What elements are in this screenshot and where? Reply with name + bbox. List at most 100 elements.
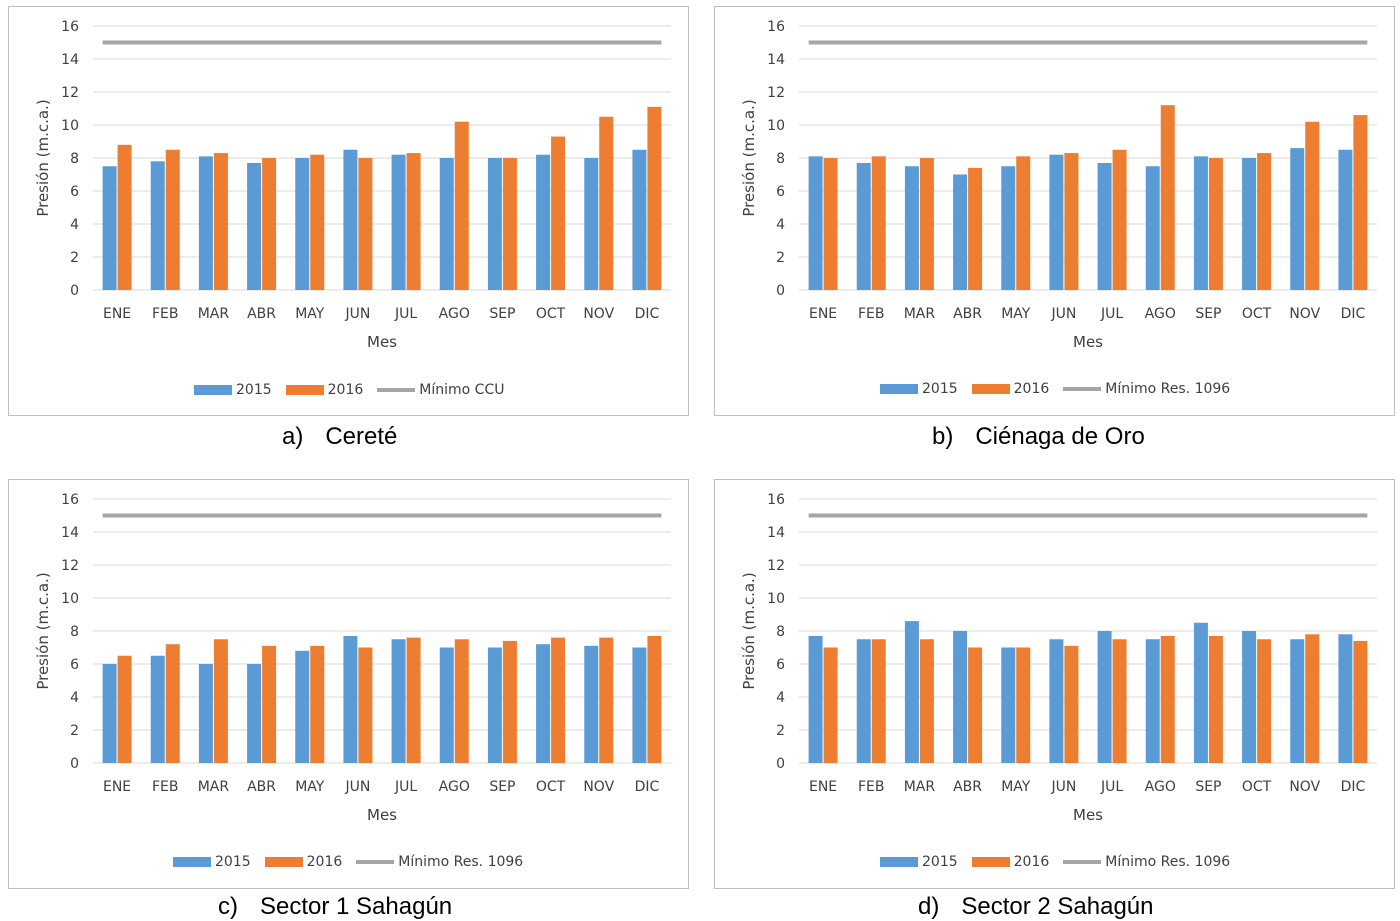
x-tick-label: ENE [103, 306, 131, 322]
bar-2015-nov [1290, 148, 1305, 290]
x-tick-label: ABR [953, 306, 982, 322]
bar-2015-feb [150, 655, 165, 763]
bar-2015-ago [1145, 639, 1160, 763]
bar-2015-oct [536, 644, 551, 763]
legend-item-reference: Mínimo Res. 1096 [356, 854, 523, 870]
bar-2015-may [295, 650, 310, 763]
bar-2015-jun [1049, 639, 1064, 763]
bar-2016-jul [406, 153, 421, 290]
bar-2016-nov [599, 116, 614, 290]
bar-2016-ago [454, 639, 469, 763]
bar-2015-sep [487, 647, 502, 763]
bar-2016-may [310, 645, 325, 763]
x-tick-label: DIC [635, 306, 660, 322]
y-tick-label: 4 [70, 217, 79, 233]
bar-2015-oct [1242, 158, 1257, 290]
legend-c: 2015 2016 Mínimo Res. 1096 [173, 854, 537, 870]
y-tick-label: 12 [61, 558, 79, 574]
caption-c: c) Sector 1 Sahagún [218, 893, 452, 921]
bar-2015-abr [953, 174, 968, 290]
y-tick-label: 12 [61, 85, 79, 101]
bar-2016-ene [823, 647, 838, 763]
bar-2016-oct [551, 637, 566, 763]
legend-item-reference: Mínimo Res. 1096 [1063, 854, 1230, 870]
legend-swatch-2015 [173, 857, 211, 867]
legend-label-reference: Mínimo CCU [419, 382, 505, 398]
bar-2016-jul [406, 637, 421, 763]
bar-2015-dic [1338, 634, 1353, 763]
y-tick-label: 10 [61, 591, 79, 607]
legend-label-2015: 2015 [236, 382, 272, 398]
caption-letter-b: b) [932, 423, 954, 450]
bar-2015-abr [247, 162, 262, 290]
x-tick-label: NOV [1289, 779, 1320, 795]
y-tick-label: 2 [776, 723, 785, 739]
bar-2016-jun [358, 158, 373, 290]
x-tick-label: SEP [489, 306, 515, 322]
y-tick-label: 16 [61, 492, 79, 508]
bar-2016-sep [502, 640, 517, 763]
x-tick-label: JUN [1050, 306, 1076, 322]
legend-swatch-2015 [194, 385, 232, 395]
legend-d: 2015 2016 Mínimo Res. 1096 [880, 854, 1244, 870]
bar-2016-nov [1305, 121, 1320, 290]
y-tick-label: 6 [776, 657, 785, 673]
x-tick-label: OCT [536, 306, 566, 322]
bar-2016-oct [1257, 153, 1272, 290]
bar-2016-abr [968, 647, 983, 763]
x-tick-label: DIC [1341, 306, 1366, 322]
bar-2015-dic [632, 647, 647, 763]
legend-item-reference: Mínimo CCU [377, 382, 504, 398]
y-tick-label: 0 [776, 756, 785, 772]
bar-2015-may [1001, 647, 1016, 763]
bar-2015-jul [391, 639, 406, 763]
legend-item-2015: 2015 [880, 381, 958, 397]
bar-2016-abr [968, 167, 983, 290]
legend-label-2016: 2016 [306, 854, 343, 870]
legend-item-2015: 2015 [194, 382, 272, 398]
x-tick-label: MAR [904, 779, 936, 795]
legend-a: 2015 2016 Mínimo CCU [194, 382, 518, 398]
y-axis-label: Presión (m.c.a.) [740, 99, 758, 216]
x-tick-label: ENE [809, 779, 837, 795]
legend-swatch-2015 [880, 384, 918, 394]
bar-2016-mar [919, 158, 934, 290]
y-tick-label: 2 [70, 250, 79, 266]
x-tick-label: JUL [394, 779, 417, 795]
chart-panel-b: 0 2 4 6 8 10 12 14 16 ENE FEB MAR ABR MAY JUN JUL AGO SEP… [714, 6, 1395, 416]
x-tick-label: JUN [1050, 779, 1076, 795]
x-tick-label: OCT [536, 779, 566, 795]
legend-swatch-reference [356, 860, 395, 864]
bar-2016-may [310, 154, 325, 290]
bar-2015-jul [391, 154, 406, 290]
x-tick-label: AGO [1145, 779, 1176, 795]
bar-2015-jun [343, 635, 358, 763]
bar-2015-sep [487, 158, 502, 290]
bar-2016-oct [551, 136, 566, 290]
y-tick-label: 8 [70, 624, 79, 640]
bar-2016-mar [213, 153, 228, 290]
bar-2016-sep [1208, 158, 1223, 290]
legend-swatch-2015 [880, 857, 918, 867]
x-tick-label: AGO [439, 779, 470, 795]
y-tick-label: 8 [70, 151, 79, 167]
legend-item-2016: 2016 [971, 381, 1049, 397]
x-tick-label: SEP [489, 779, 515, 795]
bar-2015-ago [1145, 166, 1160, 290]
x-tick-label: JUL [394, 306, 417, 322]
x-tick-label: MAY [295, 779, 325, 795]
x-tick-label: JUL [1100, 306, 1123, 322]
caption-text-c: Sector 1 Sahagún [260, 893, 453, 920]
y-tick-label: 10 [767, 591, 785, 607]
x-tick-label: OCT [1242, 306, 1272, 322]
x-tick-label: DIC [1341, 779, 1366, 795]
x-tick-label: ENE [809, 306, 837, 322]
x-tick-label: ABR [247, 779, 276, 795]
bar-2015-ago [439, 647, 454, 763]
legend-item-2015: 2015 [173, 854, 251, 870]
x-tick-label: DIC [635, 779, 660, 795]
bar-2015-nov [1290, 639, 1305, 763]
bar-2015-abr [953, 631, 968, 763]
x-tick-label: MAY [1001, 779, 1031, 795]
bar-2016-nov [599, 637, 614, 763]
